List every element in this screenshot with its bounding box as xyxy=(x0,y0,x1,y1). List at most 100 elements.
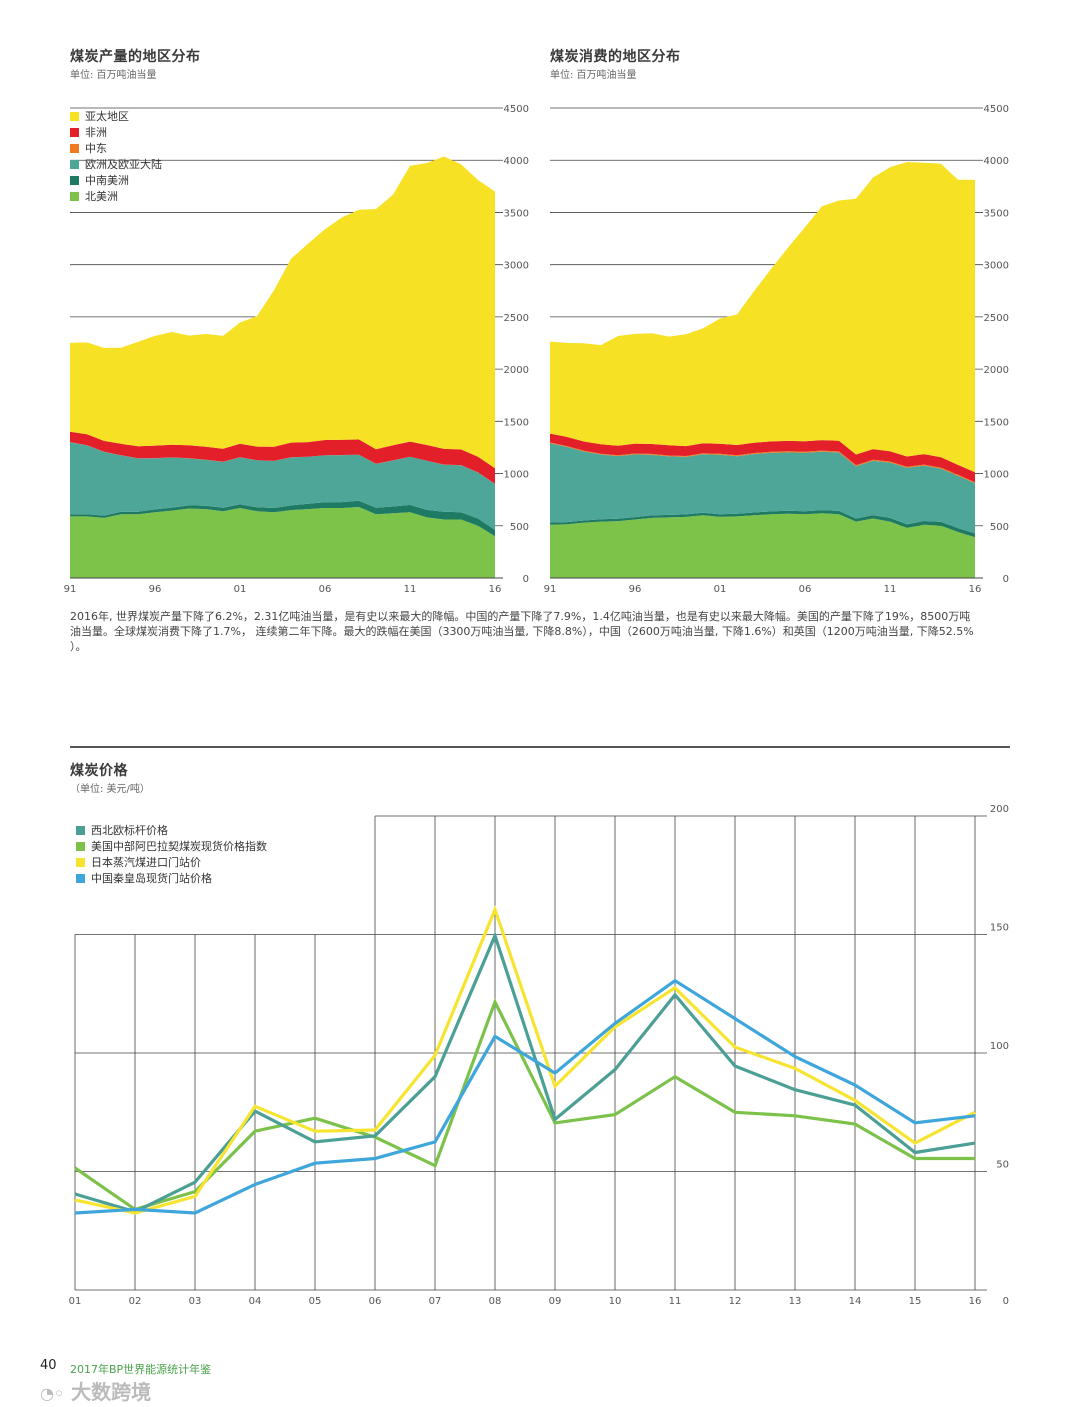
x-tick-label: 06 xyxy=(369,1296,382,1307)
legend-asia-pacific: 亚太地区 xyxy=(70,108,129,124)
legend-swatch-europe-eurasia xyxy=(70,160,79,169)
x-tick-label: 96 xyxy=(149,584,162,595)
line-nw-europe xyxy=(74,931,976,1214)
x-tick-label: 16 xyxy=(969,584,982,595)
legend-label: 西北欧标杆价格 xyxy=(91,824,168,837)
legend-s-c-america: 中南美洲 xyxy=(70,172,129,188)
y-tick-label: 100 xyxy=(990,1041,1009,1052)
watermark: ◔◦ 大数跨境 xyxy=(40,1376,151,1405)
y-tick-label: 4500 xyxy=(504,104,529,115)
y-tick-label: 1500 xyxy=(504,417,529,428)
x-tick-label: 09 xyxy=(549,1296,562,1307)
y-tick-label: 2500 xyxy=(504,313,529,324)
area-europe-eurasia xyxy=(550,443,975,534)
x-tick-label: 02 xyxy=(129,1296,142,1307)
price-line-chart: 200 150 100 50 0 01 02 03 04 05 06 07 08 09 10 11 12 13 14… xyxy=(69,804,1009,1307)
y-tick-label: 0 xyxy=(1003,574,1009,585)
legend-africa: 非洲 xyxy=(70,124,107,140)
price-chart-unit: （单位: 美元/吨） xyxy=(70,784,150,795)
legend-label: 中南美洲 xyxy=(85,174,129,187)
legend-nw-europe: 西北欧标杆价格 xyxy=(76,822,168,838)
legend-label: 美国中部阿巴拉契煤炭现货价格指数 xyxy=(91,840,267,853)
production-chart-title: 煤炭产量的地区分布 xyxy=(70,49,201,65)
x-tick-label: 96 xyxy=(629,584,642,595)
legend-label: 中东 xyxy=(85,142,107,155)
y-tick-label: 3000 xyxy=(504,261,529,272)
summary-line-2: 油当量。全球煤炭消费下降了1.7%， 连续第二年下降。最大的跌幅在美国（3300… xyxy=(70,625,974,638)
area-asia-pacific xyxy=(70,156,495,469)
x-tick-label: 91 xyxy=(64,584,77,595)
y-tick-label: 50 xyxy=(996,1160,1009,1171)
x-tick-label: 11 xyxy=(884,584,897,595)
area-s-c-america xyxy=(70,500,495,537)
section-divider xyxy=(70,746,1010,748)
watermark-text: 大数跨境 xyxy=(71,1380,152,1404)
x-tick-label: 08 xyxy=(489,1296,502,1307)
legend-label: 中国秦皇岛现货门站价格 xyxy=(91,872,212,885)
production-area-chart: 4500 4000 3500 3000 2500 2000 1500 1000 500 0 91 96… xyxy=(64,104,529,595)
legend-japan-steam: 日本蒸汽煤进口门站价 xyxy=(76,854,201,870)
legend-label: 非洲 xyxy=(85,126,107,139)
x-tick-label: 11 xyxy=(669,1296,682,1307)
watermark-logo-icon: ◔◦ xyxy=(40,1384,65,1403)
x-tick-label: 03 xyxy=(189,1296,202,1307)
x-tick-label: 05 xyxy=(309,1296,322,1307)
x-tick-label: 01 xyxy=(714,584,727,595)
line-china-qhd xyxy=(74,978,976,1215)
legend-china-qhd: 中国秦皇岛现货门站价格 xyxy=(76,870,212,886)
legend-europe-eurasia: 欧洲及欧亚大陆 xyxy=(70,156,162,172)
production-chart-unit: 单位: 百万吨油当量 xyxy=(70,70,157,81)
legend-us-appalachian: 美国中部阿巴拉契煤炭现货价格指数 xyxy=(76,838,267,854)
y-tick-label: 2500 xyxy=(984,313,1009,324)
summary-line-3: ）。 xyxy=(70,640,87,653)
x-tick-label: 01 xyxy=(234,584,247,595)
area-africa xyxy=(70,431,495,484)
y-tick-label: 4000 xyxy=(984,156,1009,167)
x-tick-label: 04 xyxy=(249,1296,262,1307)
y-tick-label: 4500 xyxy=(984,104,1009,115)
summary-line-1: 2016年, 世界煤炭产量下降了6.2%，2.31亿吨油当量，是有史以来最大的降… xyxy=(70,610,971,623)
y-tick-label: 1000 xyxy=(984,470,1009,481)
x-tick-label: 01 xyxy=(69,1296,82,1307)
y-tick-label: 150 xyxy=(990,923,1009,934)
y-tick-label: 1500 xyxy=(984,417,1009,428)
y-tick-label: 4000 xyxy=(504,156,529,167)
consumption-area-chart: 4500 4000 3500 3000 2500 2000 1500 1000 500 0 91 96… xyxy=(544,104,1009,595)
area-charts: 4500 4000 3500 3000 2500 2000 1500 1000 500 0 91 96… xyxy=(64,104,1009,595)
x-tick-label: 06 xyxy=(319,584,332,595)
legend-swatch-asia-pacific xyxy=(70,112,79,121)
x-tick-label: 11 xyxy=(404,584,417,595)
price-chart-title: 煤炭价格 xyxy=(70,763,128,779)
area-asia-pacific xyxy=(550,162,975,473)
x-tick-label: 07 xyxy=(429,1296,442,1307)
y-tick-label: 2000 xyxy=(984,365,1009,376)
x-tick-label: 15 xyxy=(909,1296,922,1307)
y-tick-label: 3500 xyxy=(984,208,1009,219)
x-tick-label: 12 xyxy=(729,1296,742,1307)
x-tick-label: 14 xyxy=(849,1296,862,1307)
page-number: 40 xyxy=(40,1358,57,1373)
x-tick-label: 16 xyxy=(489,584,502,595)
legend-swatch-africa xyxy=(70,128,79,137)
line-us-appalachian xyxy=(74,997,975,1212)
area-north-america xyxy=(70,507,495,578)
area-africa xyxy=(550,433,975,483)
legend-swatch-china-qhd xyxy=(76,874,85,883)
x-tick-label: 06 xyxy=(799,584,812,595)
consumption-chart-unit: 单位: 百万吨油当量 xyxy=(550,70,637,81)
x-tick-label: 91 xyxy=(544,584,557,595)
summary-paragraph: 2016年, 世界煤炭产量下降了6.2%，2.31亿吨油当量，是有史以来最大的降… xyxy=(70,609,1015,654)
y-tick-label: 0 xyxy=(523,574,529,585)
legend-north-america: 北美洲 xyxy=(70,188,118,204)
line-japan-steam xyxy=(74,905,976,1215)
legend-label: 欧洲及欧亚大陆 xyxy=(85,158,162,171)
legend-swatch-nw-europe xyxy=(76,826,85,835)
legend-label: 日本蒸汽煤进口门站价 xyxy=(91,856,201,869)
legend-middle-east: 中东 xyxy=(70,140,107,156)
area-north-america xyxy=(550,513,975,578)
x-tick-label: 10 xyxy=(609,1296,622,1307)
area-europe-eurasia xyxy=(70,442,495,530)
legend-swatch-middle-east xyxy=(70,144,79,153)
x-tick-label: 13 xyxy=(789,1296,802,1307)
legend-swatch-s-c-america xyxy=(70,176,79,185)
